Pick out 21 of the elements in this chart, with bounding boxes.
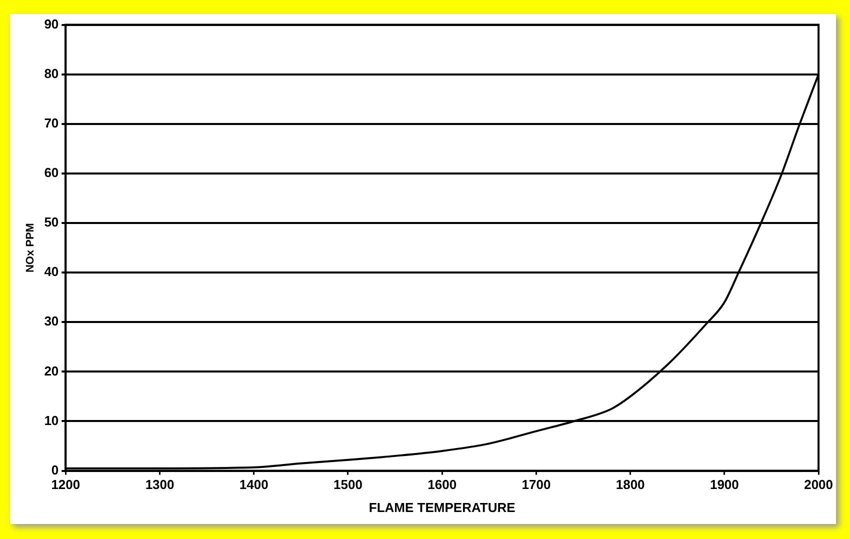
y-tick-label: 20	[44, 363, 59, 378]
y-tick-label: 80	[44, 66, 59, 81]
y-tick-label: 50	[44, 214, 59, 230]
x-axis-title: FLAME TEMPERATURE	[368, 500, 516, 515]
y-tick-label: 30	[44, 314, 59, 329]
x-tick-label: 1700	[522, 477, 551, 492]
y-tick-label: 0	[51, 462, 59, 478]
y-tick-label: 70	[44, 115, 59, 130]
x-tick-label: 1200	[51, 477, 80, 492]
y-tick-label: 60	[44, 165, 59, 180]
x-tick-label: 1600	[428, 477, 457, 492]
x-tick-label: 1800	[616, 477, 645, 492]
x-tick-label: 1400	[239, 477, 268, 492]
y-tick-label: 40	[44, 264, 59, 280]
x-tick-label: 1300	[145, 477, 174, 492]
y-axis-title: NOx PPM	[24, 223, 37, 273]
x-tick-label: 2000	[804, 477, 833, 492]
y-tick-label: 90	[44, 16, 59, 32]
y-tick-label: 10	[44, 412, 59, 428]
x-tick-label: 1900	[710, 477, 739, 492]
x-tick-label: 1500	[334, 477, 362, 492]
